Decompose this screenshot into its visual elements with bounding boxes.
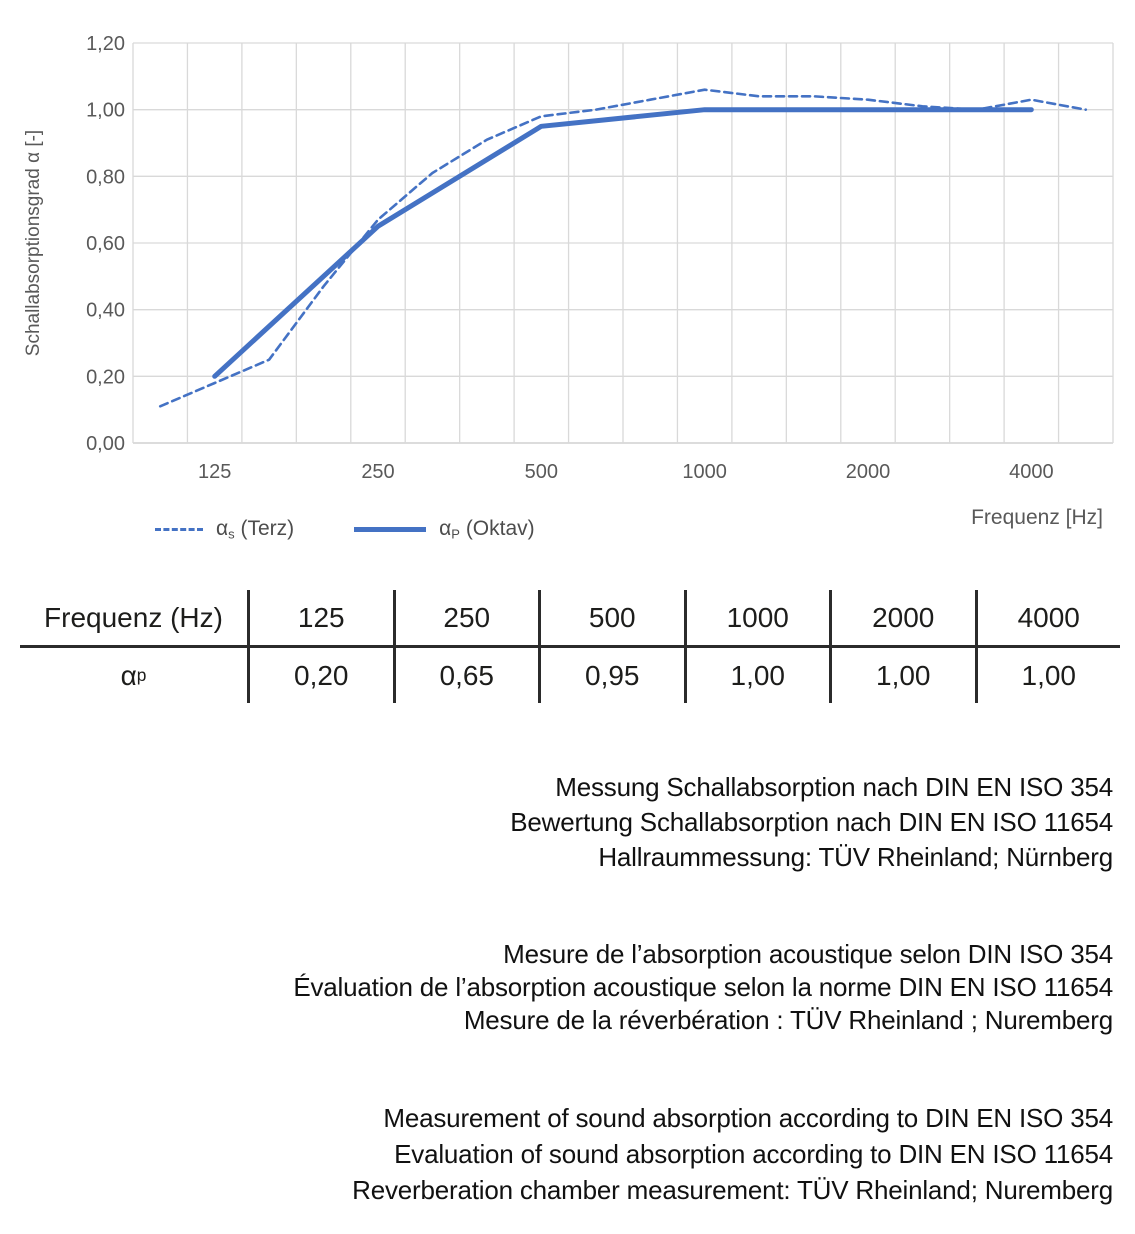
y-tick-label: 0,60 (86, 233, 125, 255)
note-line-de-2: Bewertung Schallabsorption nach DIN EN I… (510, 807, 1113, 837)
legend-label-alpha-p: αP (Oktav) (439, 517, 535, 541)
legend-item-alpha-s: αs (Terz) (155, 517, 294, 541)
table-value-500: 0,95 (538, 648, 684, 703)
notes-german: Messung Schallabsorption nach DIN EN ISO… (0, 770, 1113, 875)
legend-label-alpha-s: αs (Terz) (216, 517, 294, 541)
x-tick-label: 250 (361, 461, 394, 483)
x-tick-label: 1000 (682, 461, 727, 483)
table-header-4000: 4000 (974, 590, 1120, 648)
absorption-table: Frequenz (Hz) 125 250 500 1000 2000 4000… (20, 590, 1120, 703)
table-header-1000: 1000 (683, 590, 829, 648)
note-line-fr-3: Mesure de la réverbération : TÜV Rheinla… (463, 1005, 1113, 1035)
y-tick-label: 0,80 (86, 166, 125, 188)
absorption-line-chart: 0,00 0,20 0,40 0,60 0,80 1,00 1,20 125 250 500 100… (86, 33, 1114, 483)
note-line-en-1: Measurement of sound absorption accordin… (383, 1103, 1113, 1133)
note-line-de-1: Messung Schallabsorption nach DIN EN ISO… (555, 772, 1113, 802)
y-tick-label: 0,40 (86, 300, 125, 322)
notes-english: Measurement of sound absorption accordin… (0, 1100, 1113, 1208)
y-tick-label: 1,00 (86, 100, 125, 122)
dashed-line-sample (155, 527, 203, 531)
y-tick-label: 0,20 (86, 366, 125, 388)
x-tick-label: 500 (525, 461, 558, 483)
chart-legend: αs (Terz) αP (Oktav) (155, 517, 535, 541)
note-line-de-3: Hallraummessung: TÜV Rheinland; Nürnberg (598, 842, 1113, 872)
table-value-4000: 1,00 (974, 648, 1121, 703)
legend-alpha-p-sub: P (451, 526, 460, 542)
legend-item-alpha-p: αP (Oktav) (354, 517, 535, 541)
table-header-2000: 2000 (829, 590, 975, 648)
table-header-250: 250 (392, 590, 538, 648)
alpha-p-oktav-line (212, 107, 1034, 379)
alpha-p-sub: p (136, 665, 147, 685)
legend-alpha-s-sub: s (228, 526, 235, 542)
x-tick-label: 2000 (846, 461, 891, 483)
y-tick-label: 1,20 (86, 33, 125, 55)
x-tick-label: 4000 (1009, 461, 1054, 483)
note-line-fr-2: Évaluation de l’absorption acoustique se… (293, 972, 1113, 1002)
alpha-p-base: α (120, 659, 137, 691)
table-value-250: 0,65 (392, 648, 539, 703)
y-tick-label: 0,00 (86, 433, 125, 455)
x-axis-title: Frequenz [Hz] (971, 506, 1103, 529)
legend-alpha-p-rest: (Oktav) (459, 517, 535, 540)
table-header-frequency: Frequenz (Hz) (20, 590, 247, 648)
table-header-500: 500 (538, 590, 684, 648)
legend-alpha-p-base: α (439, 517, 452, 540)
legend-alpha-s-base: α (216, 517, 229, 540)
note-line-en-2: Evaluation of sound absorption according… (394, 1139, 1113, 1169)
x-tick-label: 125 (198, 461, 231, 483)
table-value-2000: 1,00 (829, 648, 975, 703)
alpha-s-terz-line (158, 88, 1088, 408)
solid-line-sample (354, 526, 427, 532)
notes-french: Mesure de l’absorption acoustique selon … (0, 938, 1113, 1037)
table-value-125: 0,20 (247, 648, 393, 703)
table-header-125: 125 (247, 590, 393, 648)
table-value-1000: 1,00 (683, 648, 830, 703)
legend-alpha-s-rest: (Terz) (234, 517, 295, 540)
y-axis-title: Schallabsorptionsgrad α [-] (23, 129, 44, 357)
note-line-en-3: Reverberation chamber measurement: TÜV R… (352, 1175, 1113, 1205)
note-line-fr-1: Mesure de l’absorption acoustique selon … (503, 939, 1113, 969)
